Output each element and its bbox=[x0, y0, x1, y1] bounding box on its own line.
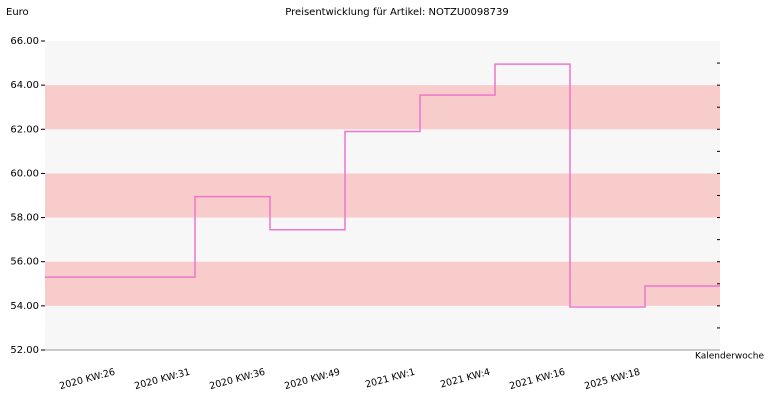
band bbox=[45, 261, 720, 306]
y-tick-label: 58.00 bbox=[10, 213, 39, 224]
y-tick-label: 52.00 bbox=[10, 345, 39, 356]
x-tick-label: 2021 KW:4 bbox=[439, 367, 491, 391]
y-tick-label: 64.00 bbox=[10, 80, 39, 91]
band bbox=[45, 85, 720, 130]
y-tick-label: 66.00 bbox=[10, 36, 39, 47]
y-tick-label: 56.00 bbox=[10, 257, 39, 268]
x-tick-label: 2021 KW:1 bbox=[364, 367, 416, 391]
x-tick-label: 2020 KW:26 bbox=[58, 367, 116, 392]
x-tick-label: 2021 KW:16 bbox=[508, 367, 566, 392]
y-tick-label: 60.00 bbox=[10, 168, 39, 179]
x-tick-label: 2020 KW:49 bbox=[283, 367, 341, 392]
price-line bbox=[45, 63, 720, 308]
y-tick-label: 54.00 bbox=[10, 301, 39, 312]
x-tick-label: 2020 KW:31 bbox=[133, 367, 191, 392]
x-axis-label: Kalenderwoche bbox=[695, 352, 764, 362]
chart-title: Preisentwicklung für Artikel: NOTZU00987… bbox=[285, 7, 508, 18]
x-tick-label: 2020 KW:36 bbox=[208, 367, 266, 392]
x-tick-label: 2025 KW:18 bbox=[583, 367, 641, 392]
y-axis-label: Euro bbox=[6, 7, 29, 18]
band bbox=[45, 173, 720, 218]
y-tick-label: 62.00 bbox=[10, 124, 39, 135]
